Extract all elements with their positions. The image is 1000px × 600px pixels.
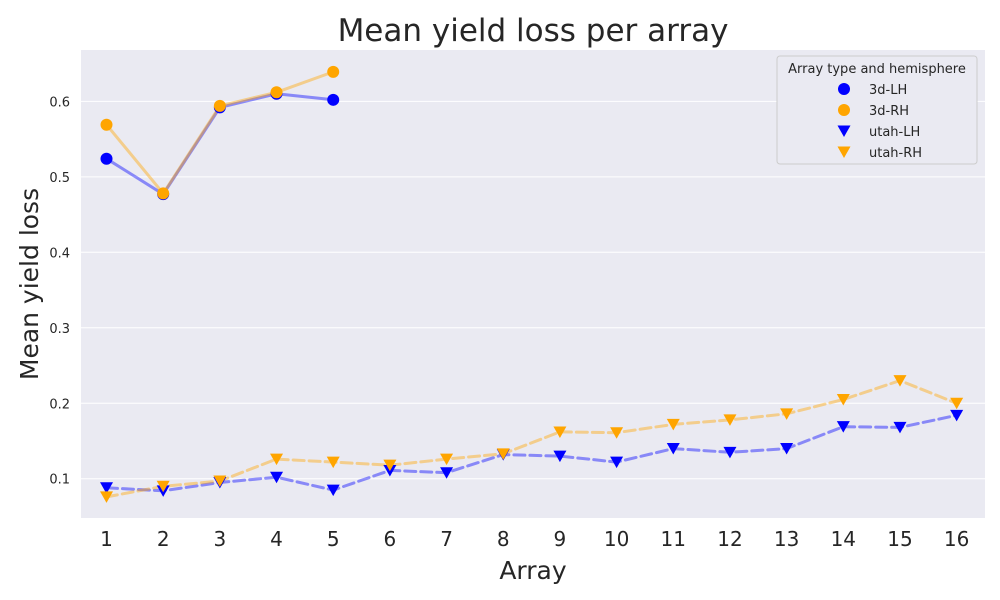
legend-label: 3d-LH [869, 83, 907, 98]
legend-label: 3d-RH [869, 104, 909, 119]
legend-items: 3d-LH 3d-RH utah-LH utah-RH [837, 83, 922, 161]
data-point-utah-RH [156, 480, 170, 493]
data-point-utah-RH [780, 408, 794, 420]
y-tick-label: 0.3 [49, 322, 70, 337]
data-point-3d-RH [157, 187, 170, 200]
data-point-3d-RH [100, 118, 113, 131]
data-point-3d-RH [213, 99, 226, 112]
legend-box [776, 55, 978, 165]
data-point-utah-RH [383, 459, 397, 472]
data-point-utah-LH [326, 484, 340, 497]
data-point-utah-RH [213, 475, 227, 488]
x-tick-label: 14 [831, 527, 856, 551]
data-point-utah-RH [610, 427, 624, 439]
data-point-utah-LH [440, 467, 454, 479]
x-axis-label: Array [499, 556, 567, 585]
series-line-utah-LH [105, 413, 959, 493]
x-tick-label: 15 [887, 527, 912, 551]
x-tick-label: 7 [440, 527, 453, 551]
legend-label: utah-RH [869, 146, 922, 161]
y-tick-label: 0.1 [49, 473, 70, 488]
x-tick-label: 13 [774, 527, 799, 551]
data-point-utah-LH [610, 456, 624, 469]
x-tick-label: 6 [384, 527, 397, 551]
x-tick-label: 4 [270, 527, 283, 551]
legend-marker-3d-RH [838, 104, 850, 116]
data-point-utah-LH [893, 421, 907, 434]
series-lines [105, 70, 959, 499]
y-tick-label: 0.4 [49, 246, 70, 261]
legend-label: utah-LH [869, 125, 920, 140]
x-tick-label: 12 [717, 527, 742, 551]
legend: Array type and hemisphere 3d-LH 3d-RH utah… [776, 55, 978, 165]
data-point-utah-LH [950, 409, 964, 422]
data-point-utah-LH [270, 471, 284, 484]
data-point-3d-RH [327, 65, 340, 78]
data-point-utah-RH [100, 491, 114, 503]
x-tick-label: 9 [554, 527, 567, 551]
data-point-utah-LH [553, 450, 567, 463]
x-tick-label: 8 [497, 527, 510, 551]
x-tick-label: 10 [604, 527, 629, 551]
series-line-utah-RH [105, 379, 959, 499]
y-tick-labels: 0.1 0.2 0.3 0.4 0.5 0.6 [49, 95, 70, 487]
data-point-utah-RH [950, 397, 964, 410]
x-tick-label: 16 [944, 527, 969, 551]
y-tick-label: 0.2 [49, 397, 70, 412]
x-tick-label: 3 [213, 527, 226, 551]
legend-marker-utah-LH [837, 125, 851, 137]
legend-title: Array type and hemisphere [788, 62, 966, 77]
x-tick-label: 11 [661, 527, 686, 551]
data-point-utah-RH [723, 414, 737, 426]
data-point-utah-RH [440, 453, 454, 466]
data-point-utah-RH [666, 418, 680, 431]
data-point-utah-RH [270, 453, 284, 466]
y-tick-label: 0.6 [49, 95, 70, 110]
data-point-utah-LH [100, 482, 114, 494]
legend-marker-utah-RH [837, 146, 851, 158]
y-axis-label: Mean yield loss [15, 188, 44, 380]
data-point-utah-LH [723, 446, 737, 459]
data-point-3d-LH [327, 93, 340, 106]
series-markers [100, 65, 964, 503]
x-tick-label: 1 [100, 527, 113, 551]
data-point-utah-RH [553, 426, 567, 438]
data-point-utah-LH [666, 443, 680, 455]
data-point-utah-RH [836, 393, 850, 406]
data-point-utah-RH [496, 448, 510, 460]
data-point-3d-RH [270, 86, 283, 99]
legend-marker-3d-LH [838, 83, 850, 95]
data-point-utah-LH [836, 421, 850, 433]
chart-title: Mean yield loss per array [338, 13, 729, 49]
y-tick-label: 0.5 [49, 171, 70, 186]
data-point-utah-RH [326, 456, 340, 469]
data-point-utah-RH [893, 375, 907, 387]
data-point-utah-LH [780, 443, 794, 455]
x-tick-label: 5 [327, 527, 340, 551]
x-tick-label: 2 [157, 527, 170, 551]
data-point-3d-LH [100, 152, 113, 165]
x-tick-labels: 1 2 3 4 5 6 7 8 9 10 11 12 13 14 15 16 [100, 527, 969, 551]
